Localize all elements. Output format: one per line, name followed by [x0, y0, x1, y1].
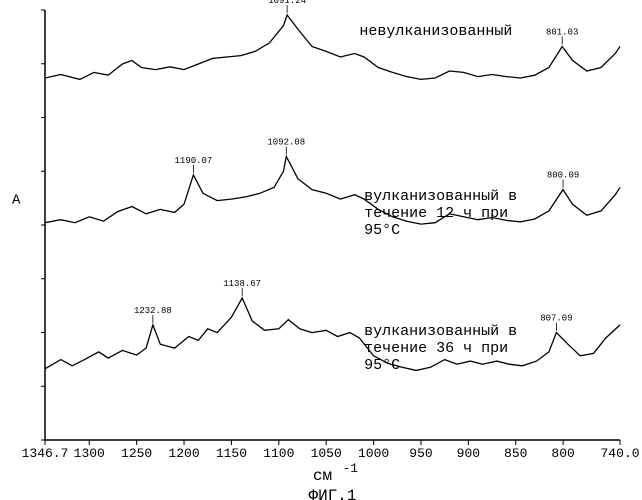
x-tick-label: 1346.7 [22, 446, 69, 461]
spectrum-chart: 1346.7 1300 1250 1200 1150 1100 1050 1000 950 900… [0, 0, 642, 500]
series-annotation: течение 12 ч при [364, 205, 508, 222]
spectrum-vulc12 [45, 157, 620, 225]
x-tick-label: 1250 [121, 446, 152, 461]
series-annotation: невулканизованный [359, 23, 512, 40]
chart-svg: 1346.7 1300 1250 1200 1150 1100 1050 1000 950 900… [0, 0, 642, 500]
x-axis-label-sup: -1 [343, 461, 359, 476]
y-axis-title: A [12, 193, 21, 209]
peak-label: 800.09 [547, 171, 579, 181]
peak-label: 1190.07 [175, 156, 213, 166]
x-tick-label: 800 [551, 446, 574, 461]
x-axis-label: см [313, 467, 332, 485]
x-tick-label: 900 [457, 446, 480, 461]
series-annotation: вулканизованный в [364, 188, 517, 205]
x-tick-label: 1050 [311, 446, 342, 461]
peak-label: 807.09 [540, 314, 572, 324]
x-tick-label: 850 [504, 446, 527, 461]
peak-label: 1091.24 [268, 0, 306, 6]
series-annotation: 95°C [364, 222, 400, 239]
spectrum-vulc36 [45, 298, 620, 370]
peak-label: 801.03 [546, 28, 578, 38]
x-tick-label: 740.0 [600, 446, 639, 461]
x-tick-label: 950 [409, 446, 432, 461]
x-tick-label: 1150 [216, 446, 247, 461]
series-annotation: вулканизованный в [364, 323, 517, 340]
series-annotation: 95°C [364, 357, 400, 374]
spectrum-unvulc [45, 15, 620, 79]
peak-label: 1232.88 [134, 306, 172, 316]
peak-label: 1092.08 [267, 138, 305, 148]
x-tick-label: 1000 [358, 446, 389, 461]
peak-label: 1138.67 [223, 279, 261, 289]
series-annotation: течение 36 ч при [364, 340, 508, 357]
x-tick-label: 1300 [74, 446, 105, 461]
x-tick-label: 1100 [263, 446, 294, 461]
figure-label: ФИГ.1 [308, 487, 356, 500]
x-tick-label: 1200 [168, 446, 199, 461]
